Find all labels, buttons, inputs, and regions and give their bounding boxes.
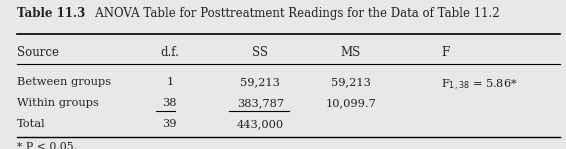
Text: 39: 39 [162, 119, 177, 129]
Text: Table 11.3: Table 11.3 [17, 7, 85, 20]
Text: 383,787: 383,787 [237, 98, 284, 108]
Text: 1: 1 [166, 77, 173, 87]
Text: F: F [441, 46, 450, 59]
Text: 59,213: 59,213 [241, 77, 280, 87]
Text: 10,099.7: 10,099.7 [325, 98, 376, 108]
Text: F$_{1,38}$ = 5.86*: F$_{1,38}$ = 5.86* [441, 77, 518, 93]
Text: * P < 0.05.: * P < 0.05. [17, 142, 77, 149]
Text: SS: SS [252, 46, 268, 59]
Text: 38: 38 [162, 98, 177, 108]
Text: MS: MS [341, 46, 361, 59]
Text: Between groups: Between groups [17, 77, 111, 87]
Text: d.f.: d.f. [160, 46, 179, 59]
Text: Within groups: Within groups [17, 98, 99, 108]
Text: 59,213: 59,213 [331, 77, 371, 87]
Text: 443,000: 443,000 [237, 119, 284, 129]
Text: Source: Source [17, 46, 59, 59]
Text: ANOVA Table for Posttreatment Readings for the Data of Table 11.2: ANOVA Table for Posttreatment Readings f… [84, 7, 499, 20]
Text: Total: Total [17, 119, 46, 129]
